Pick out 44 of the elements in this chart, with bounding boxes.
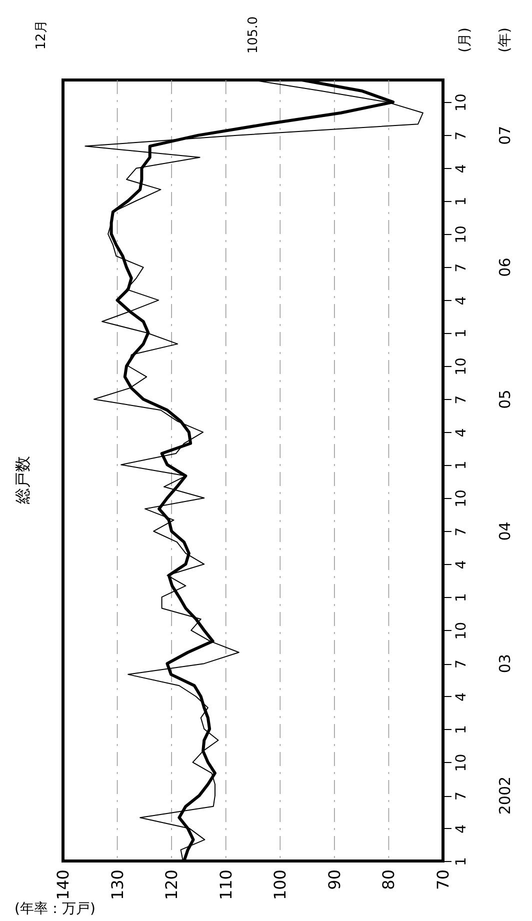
y-tick-label: 7 bbox=[454, 660, 470, 669]
y2-tick-label: 04 bbox=[496, 522, 514, 541]
y2-tick-label: 2002 bbox=[496, 776, 514, 815]
y-tick-label: 10 bbox=[454, 94, 470, 112]
y-tick-label: 1 bbox=[454, 460, 470, 470]
y2-tick-label: 05 bbox=[496, 390, 514, 409]
y-tick-label: 4 bbox=[454, 824, 470, 834]
x-tick-label: 110 bbox=[216, 870, 236, 900]
y-tick-label: 7 bbox=[454, 395, 470, 404]
y2-tick-label: 06 bbox=[496, 258, 514, 277]
y2-axis-title: (年) bbox=[497, 28, 513, 52]
x-tick-label: 140 bbox=[54, 870, 72, 900]
y-tick-label: 1 bbox=[454, 725, 470, 734]
y-tick-label: 10 bbox=[454, 226, 470, 244]
x-tick-label: 100 bbox=[270, 870, 290, 900]
y-tick-label: 1 bbox=[454, 593, 470, 602]
x-tick-label: 120 bbox=[162, 870, 182, 900]
x-axis-title: (年率：万戸) bbox=[14, 901, 96, 917]
y-tick-label: 10 bbox=[454, 358, 470, 376]
y2-tick-label: 03 bbox=[496, 654, 514, 674]
x-tick-label: 80 bbox=[379, 870, 398, 890]
y-tick-label: 10 bbox=[454, 754, 470, 772]
y-tick-label: 4 bbox=[454, 560, 470, 570]
y-tick-label: 1 bbox=[454, 857, 470, 866]
y-tick-label: 10 bbox=[454, 622, 470, 640]
y-tick-label: 4 bbox=[454, 296, 470, 306]
y-tick-label: 1 bbox=[454, 196, 470, 206]
y-tick-label: 7 bbox=[454, 263, 470, 272]
y-tick-label: 7 bbox=[454, 131, 470, 140]
text: 12月 bbox=[34, 20, 49, 50]
text: 総戸数 bbox=[13, 456, 32, 505]
x-tick-label: 130 bbox=[108, 870, 127, 900]
y-tick-label: 7 bbox=[454, 792, 470, 801]
y-tick-label: 4 bbox=[454, 692, 470, 702]
y2-tick-label: 07 bbox=[496, 126, 514, 145]
y-tick-label: 4 bbox=[454, 164, 470, 174]
text: 105.0 bbox=[246, 16, 261, 54]
x-tick-label: 70 bbox=[434, 870, 452, 890]
x-tick-label: 90 bbox=[324, 870, 344, 890]
y-axis-title: (月) bbox=[457, 28, 473, 52]
y-tick-label: 1 bbox=[454, 328, 470, 338]
y-tick-label: 10 bbox=[454, 490, 470, 508]
y-tick-label: 4 bbox=[454, 428, 470, 438]
y-tick-label: 7 bbox=[454, 527, 470, 536]
